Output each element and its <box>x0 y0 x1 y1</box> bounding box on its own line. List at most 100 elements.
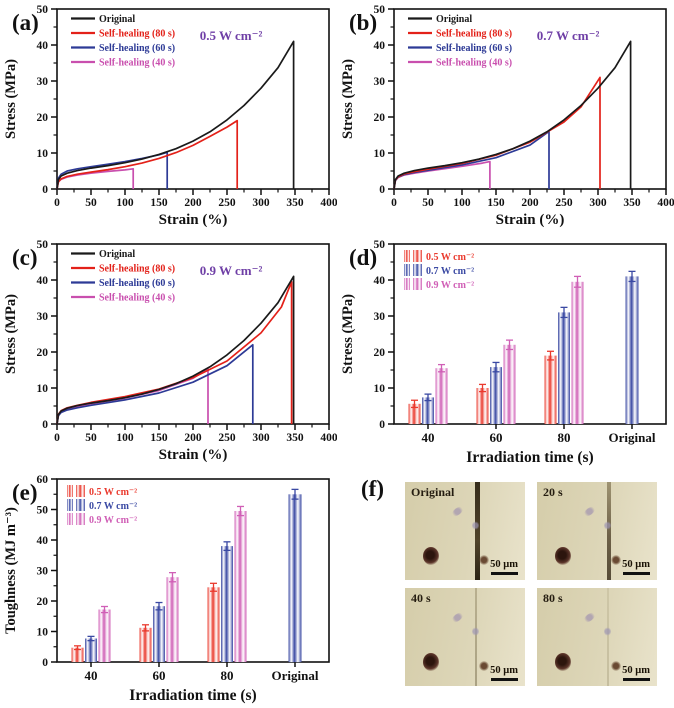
x-axis-title: Irradiation time (s) <box>129 687 256 704</box>
y-tick-label: 50 <box>37 4 49 16</box>
y-tick-label: 30 <box>374 76 386 88</box>
bar-40-bar_red <box>408 403 421 424</box>
legend-label: Self-healing (80 s) <box>436 29 512 40</box>
x-tick-label: 350 <box>286 197 304 209</box>
x-tick-label: 300 <box>252 197 270 209</box>
legend-label: Original <box>99 14 135 25</box>
bar-40-bar_pink <box>435 368 448 424</box>
curve-self-healing-80-s- <box>56 119 239 190</box>
legend-label: 0.7 W cm⁻² <box>426 266 474 277</box>
x-tick-label: 200 <box>184 432 202 444</box>
scale-bar: 50 μm <box>622 665 650 681</box>
bar-60-bar_pink <box>503 344 516 424</box>
small-particle <box>611 660 622 671</box>
y-tick-label: 40 <box>374 275 386 287</box>
category-label: 40 <box>422 430 435 445</box>
micrograph-20-s: 20 s 50 μm <box>537 482 657 580</box>
y-tick-label: 10 <box>37 383 49 395</box>
legend-label: Self-healing (60 s) <box>99 43 175 54</box>
scale-bar-line <box>622 678 650 681</box>
bar-60-bar_pink <box>166 577 179 662</box>
legend-swatch <box>67 513 73 525</box>
bar-80-bar_red <box>544 355 557 424</box>
error-bar <box>506 339 513 351</box>
y-tick-label: 0 <box>42 184 48 196</box>
bar-original-bar_blue <box>288 494 302 663</box>
plot-box <box>56 243 330 425</box>
category-label: 60 <box>490 430 503 445</box>
category-label: 80 <box>221 668 234 683</box>
y-tick-label: 40 <box>37 275 49 287</box>
bar-original-bar_blue <box>625 276 639 424</box>
legend-swatch <box>413 250 422 262</box>
error-bar <box>237 505 244 517</box>
x-tick-label: 100 <box>116 432 134 444</box>
x-tick-label: 100 <box>453 197 471 209</box>
x-tick-label: 350 <box>623 197 641 209</box>
faint-dot <box>604 521 612 531</box>
error-bar <box>169 571 176 583</box>
error-bar <box>142 624 149 632</box>
error-bar <box>560 306 568 319</box>
bar-chart-d: 0 10 20 30 40 50 Stress (MPa) 40 60 80 Original Irr… <box>340 239 667 466</box>
legend-label: Original <box>436 14 472 25</box>
legend-label: Self-healing (80 s) <box>99 29 175 40</box>
x-tick-label: 50 <box>85 197 97 209</box>
panel-c-stress-strain-chart: 0 10 20 30 40 50 Stress (MPa) 0 50 100 150 200 250 30… <box>0 235 338 470</box>
micrograph-time-label: 80 s <box>543 591 563 605</box>
legend-label: 0.5 W cm⁻² <box>89 487 137 498</box>
bar-80-bar_red <box>207 587 220 662</box>
y-tick-label: 20 <box>37 596 49 608</box>
panel-letter: (a) <box>12 10 39 35</box>
error-bar <box>87 635 95 642</box>
dark-particle <box>423 546 439 565</box>
panel-letter: (c) <box>12 245 38 270</box>
x-axis-title: Strain (%) <box>496 212 565 228</box>
curve-original <box>56 40 295 190</box>
y-tick-label: 10 <box>37 148 49 160</box>
legend-label: 0.5 W cm⁻² <box>426 252 474 263</box>
panel-letter: (f) <box>361 476 384 501</box>
panel-f-micrographs: (f) Original 50 μm 20 s 50 μm 40 s 50 μm 80 s 50… <box>337 470 674 708</box>
micrograph-time-label: 20 s <box>543 485 563 499</box>
legend-label: Self-healing (60 s) <box>436 43 512 54</box>
x-tick-label: 100 <box>116 197 134 209</box>
bar-60-bar_blue <box>490 367 502 424</box>
legend-swatch <box>67 499 73 511</box>
category-label: 40 <box>85 668 98 683</box>
legend-swatch <box>404 250 410 262</box>
legend: Original Self-healing (80 s) Self-healing … <box>71 249 175 304</box>
micrograph-40-s: 40 s 50 μm <box>405 588 525 686</box>
x-tick-label: 200 <box>521 197 539 209</box>
x-tick-label: 150 <box>150 432 168 444</box>
bar-60-bar_red <box>476 388 489 424</box>
x-axis-title: Irradiation time (s) <box>466 449 593 466</box>
y-tick-label: 10 <box>374 383 386 395</box>
x-axis-title: Strain (%) <box>159 447 228 463</box>
bar-80-bar_blue <box>558 312 570 424</box>
legend-swatch <box>67 485 73 497</box>
y-tick-label: 0 <box>42 419 48 431</box>
micrograph-time-label: 40 s <box>411 591 431 605</box>
legend-swatch <box>404 278 410 290</box>
y-tick-label: 30 <box>37 566 49 578</box>
legend-swatch <box>413 278 422 290</box>
x-tick-label: 250 <box>555 197 573 209</box>
x-tick-label: 0 <box>391 197 397 209</box>
y-tick-label: 20 <box>37 112 49 124</box>
faint-dot <box>472 627 480 637</box>
legend-label: Original <box>99 249 135 260</box>
faint-smudge <box>581 611 597 625</box>
y-tick-label: 20 <box>374 112 386 124</box>
x-axis-title: Strain (%) <box>159 212 228 228</box>
category-label: 60 <box>153 668 166 683</box>
legend-swatch <box>76 499 85 511</box>
power-density-annotation: 0.5 W cm⁻² <box>200 28 263 43</box>
error-bar <box>492 361 500 373</box>
dark-particle <box>555 652 571 671</box>
scratch-line <box>474 588 478 686</box>
error-bar <box>74 645 81 651</box>
y-tick-label: 50 <box>37 239 49 251</box>
axes: 0 10 20 30 40 50 Stress (MPa) 40 60 80 Original Irr… <box>340 239 667 466</box>
